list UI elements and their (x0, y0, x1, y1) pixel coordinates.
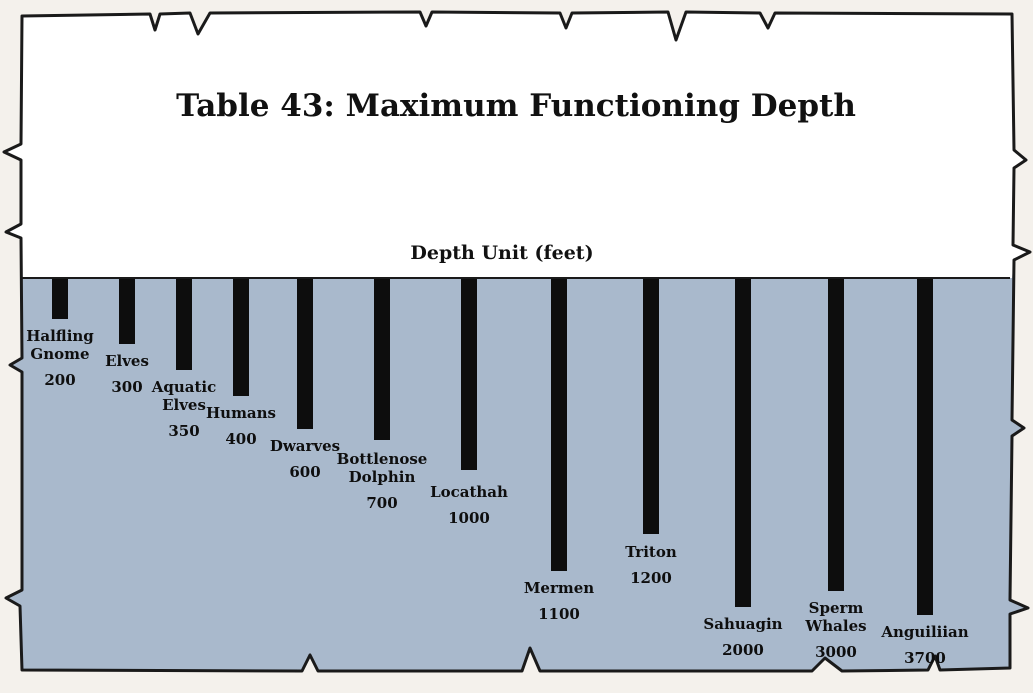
value-label: 1000 (448, 509, 490, 527)
category-label: Gnome (30, 345, 89, 363)
value-label: 1200 (630, 569, 672, 587)
value-label: 700 (366, 494, 397, 512)
bar-label: Sahuagin 2000 (703, 615, 782, 659)
value-label: 3000 (815, 643, 857, 661)
bar-label: Humans 400 (206, 404, 276, 448)
bar-label: Elves 300 (105, 352, 149, 396)
value-label: 400 (225, 430, 256, 448)
depth-bar (52, 279, 68, 319)
category-label: Anguiliian (880, 623, 968, 641)
bar-group (52, 279, 933, 615)
category-label: Bottlenose (337, 450, 428, 468)
category-label: Dwarves (270, 437, 340, 455)
value-label: 600 (289, 463, 320, 481)
depth-bar (917, 279, 933, 615)
depth-bar (461, 279, 477, 470)
value-label: 2000 (722, 641, 764, 659)
category-label: Sperm (809, 599, 864, 617)
bar-label: Triton 1200 (625, 543, 677, 587)
bar-label: Locathah 1000 (430, 483, 508, 527)
value-label: 350 (168, 422, 199, 440)
category-label: Elves (105, 352, 149, 370)
depth-bar (176, 279, 192, 370)
bar-label: Dwarves 600 (270, 437, 340, 481)
axis-label: Depth Unit (feet) (410, 242, 593, 264)
category-label: Triton (625, 543, 677, 561)
depth-bar (233, 279, 249, 396)
value-label: 3700 (904, 649, 946, 667)
category-label: Aquatic (151, 378, 217, 396)
value-label: 1100 (538, 605, 580, 623)
bar-label: Anguiliian 3700 (880, 623, 968, 667)
value-label: 200 (44, 371, 75, 389)
category-label: Dolphin (349, 468, 416, 486)
category-label: Sahuagin (703, 615, 782, 633)
category-label: Locathah (430, 483, 508, 501)
depth-bar (297, 279, 313, 429)
bar-label: Mermen 1100 (524, 579, 594, 623)
category-label: Humans (206, 404, 276, 422)
depth-bar (735, 279, 751, 607)
category-label: Elves (162, 396, 206, 414)
depth-bar (119, 279, 135, 344)
chart-title: Table 43: Maximum Functioning Depth (176, 88, 856, 124)
category-label: Mermen (524, 579, 594, 597)
category-label: Halfling (26, 327, 94, 345)
paper-background (4, 12, 1030, 278)
depth-bar (374, 279, 390, 440)
torn-frame-outline (2, 10, 1032, 673)
value-label: 300 (111, 378, 142, 396)
category-label: Whales (804, 617, 866, 635)
depth-bar (643, 279, 659, 534)
depth-bar (551, 279, 567, 571)
depth-bar (828, 279, 844, 591)
